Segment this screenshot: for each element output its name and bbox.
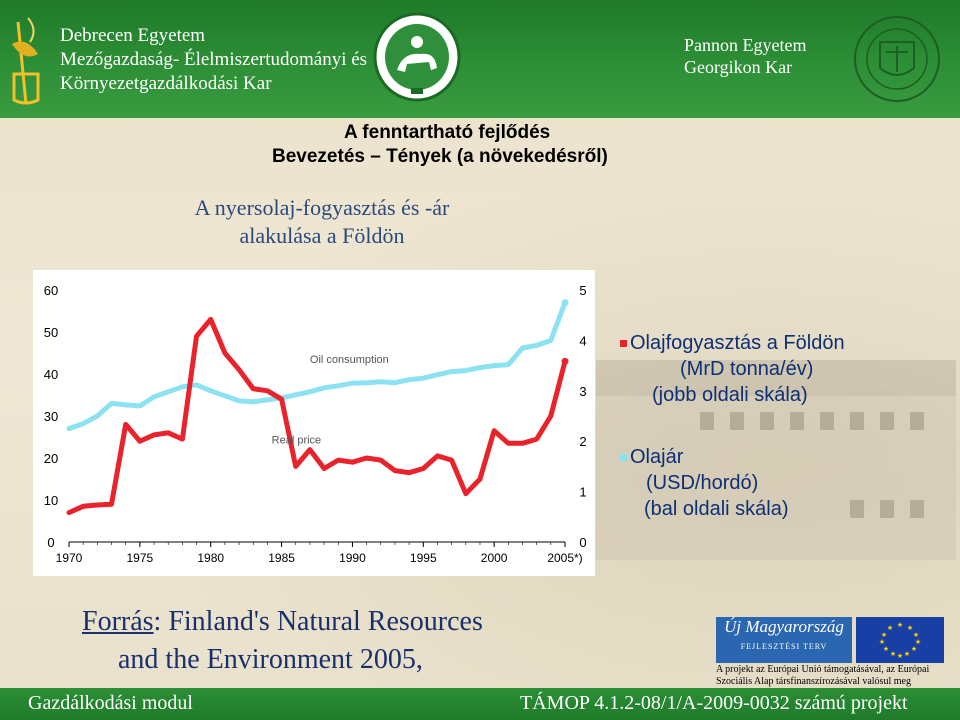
chart-panel: 0 10 20 30 40 50 60 0 1 2 3 4 5 1970 1975 1980 1985 1990 1… (33, 270, 595, 576)
right-axis-tick-label: 0 (579, 535, 586, 550)
svg-text:★: ★ (897, 621, 903, 629)
uj-magyarorszag-sub: FEJLESZTÉSI TERV (740, 642, 828, 651)
x-axis-tick-label: 2000 (481, 551, 508, 565)
pannon-line-1: Pannon Egyetem (684, 35, 807, 55)
legend-item-consumption: Olajfogyasztás a Földön (MrD tonna/év) (… (620, 330, 950, 408)
left-axis-tick-label: 10 (44, 493, 58, 508)
legend-2-line-3: (bal oldali skála) (644, 498, 789, 520)
building-window (910, 412, 924, 430)
right-axis-tick-label: 2 (579, 434, 586, 449)
svg-text:★: ★ (904, 650, 910, 658)
oil-chart: 0 10 20 30 40 50 60 0 1 2 3 4 5 1970 1975 1980 1985 1990 1… (44, 283, 587, 565)
building-window (850, 412, 864, 430)
svg-text:★: ★ (913, 631, 919, 639)
slide-subheading: Bevezetés – Tények (a növekedésről) (272, 146, 608, 167)
legend-1-line-1: Olajfogyasztás a Földön (630, 332, 845, 354)
footer-project-id: TÁMOP 4.1.2-08/1/A-2009-0032 számú proje… (520, 692, 908, 714)
source-citation: Forrás: Finland's Natural Resources and … (82, 603, 483, 679)
svg-text:★: ★ (881, 631, 887, 639)
left-axis-tick-label: 20 (44, 451, 58, 466)
series-label-oil-consumption: Oil consumption (310, 354, 389, 366)
building-window (730, 412, 744, 430)
x-axis-tick-label: 2005*) (547, 551, 582, 565)
uj-magyarorszag-brand: Új Magyarország (724, 617, 844, 636)
legend-1-line-3: (jobb oldali skála) (652, 384, 808, 406)
left-axis-tick-label: 0 (47, 535, 54, 550)
series-label-real-price: Real price (272, 434, 322, 446)
svg-text:★: ★ (887, 624, 893, 632)
building-window (760, 412, 774, 430)
header-band: Debrecen Egyetem Mezőgazdaság- Élelmisze… (0, 0, 960, 118)
uj-magyarorszag-logo: Új Magyarország FEJLESZTÉSI TERV (716, 617, 852, 663)
real-price-point (561, 357, 569, 365)
legend-2-line-2: (USD/hordó) (646, 472, 759, 494)
real-price-line (66, 316, 568, 516)
pannon-line-2: Georgikon Kar (684, 57, 793, 77)
footer-module-name: Gazdálkodási modul (28, 692, 193, 714)
faculty-seal (373, 12, 461, 102)
slide-title: A fenntartható fejlődés (344, 122, 551, 143)
legend-swatch-cyan (620, 454, 627, 462)
legend-item-price: Olajár (USD/hordó) (bal oldali skála) (620, 444, 950, 522)
right-axis-tick-label: 5 (579, 283, 586, 298)
x-axis-tick-label: 1975 (127, 551, 154, 565)
eu-funding-note: A projekt az Európai Unió támogatásával,… (716, 664, 956, 688)
svg-text:★: ★ (911, 645, 917, 653)
x-axis-tick-label: 1985 (268, 551, 295, 565)
x-axis-tick-label: 1995 (410, 551, 437, 565)
source-label: Forrás (82, 606, 154, 637)
debrecen-line-2: Mezőgazdaság- Élelmiszertudományi és (60, 49, 368, 70)
debrecen-line-3: Környezetgazdálkodási Kar (60, 73, 272, 94)
pannon-crest-logo (854, 16, 940, 102)
eu-banner: Új Magyarország FEJLESZTÉSI TERV ★ ★ ★ ★ ★ ★… (716, 617, 944, 663)
legend-swatch-red (620, 340, 627, 348)
svg-text:★: ★ (915, 638, 921, 646)
svg-text:★: ★ (883, 645, 889, 653)
left-axis-tick-label: 50 (44, 325, 58, 340)
svg-text:★: ★ (879, 638, 885, 646)
oil-consumption-line (66, 300, 568, 432)
x-axis-tick-label: 1980 (197, 551, 224, 565)
debrecen-university-logo (12, 17, 40, 105)
building-window (790, 412, 804, 430)
oil-consumption-point (561, 299, 569, 307)
eu-note-line-1: A projekt az Európai Unió támogatásával,… (716, 664, 930, 675)
building-window (910, 500, 924, 518)
legend-1-line-2: (MrD tonna/év) (680, 358, 814, 380)
building-window (880, 500, 894, 518)
building-window (850, 500, 864, 518)
legend-2-line-1: Olajár (630, 446, 684, 468)
left-axis-tick-label: 60 (44, 283, 58, 298)
svg-text:★: ★ (890, 650, 896, 658)
building-window (880, 412, 894, 430)
chart-subtitle: A nyersolaj-fogyasztás és -ár alakulása … (194, 195, 450, 248)
eu-note-line-2: Szociális Alap társfinanszírozásával val… (716, 676, 911, 687)
building-shape (596, 390, 956, 560)
left-axis-tick-label: 40 (44, 367, 58, 382)
right-axis-tick-label: 1 (579, 485, 586, 500)
debrecen-line-1: Debrecen Egyetem (60, 25, 206, 46)
building-window (820, 412, 834, 430)
footer-band: Gazdálkodási modul TÁMOP 4.1.2-08/1/A-20… (0, 688, 960, 720)
pannon-university-name: Pannon Egyetem Georgikon Kar (684, 34, 806, 78)
svg-text:★: ★ (907, 624, 913, 632)
svg-text:★: ★ (897, 652, 903, 660)
source-line-2: and the Environment 2005, (118, 644, 423, 675)
building-roof-shape (596, 360, 956, 396)
x-axis-tick-label: 1990 (339, 551, 366, 565)
right-axis-tick-label: 3 (579, 384, 586, 399)
source-line-1: : Finland's Natural Resources (153, 606, 483, 637)
debrecen-university-name: Debrecen Egyetem Mezőgazdaság- Élelmisze… (60, 24, 367, 96)
left-axis-tick-label: 30 (44, 409, 58, 424)
x-axis-tick-label: 1970 (56, 551, 83, 565)
building-window (700, 412, 714, 430)
right-axis-tick-label: 4 (579, 333, 586, 348)
eu-flag-icon: ★ ★★ ★★★ ★★★ ★★★ (856, 617, 944, 663)
